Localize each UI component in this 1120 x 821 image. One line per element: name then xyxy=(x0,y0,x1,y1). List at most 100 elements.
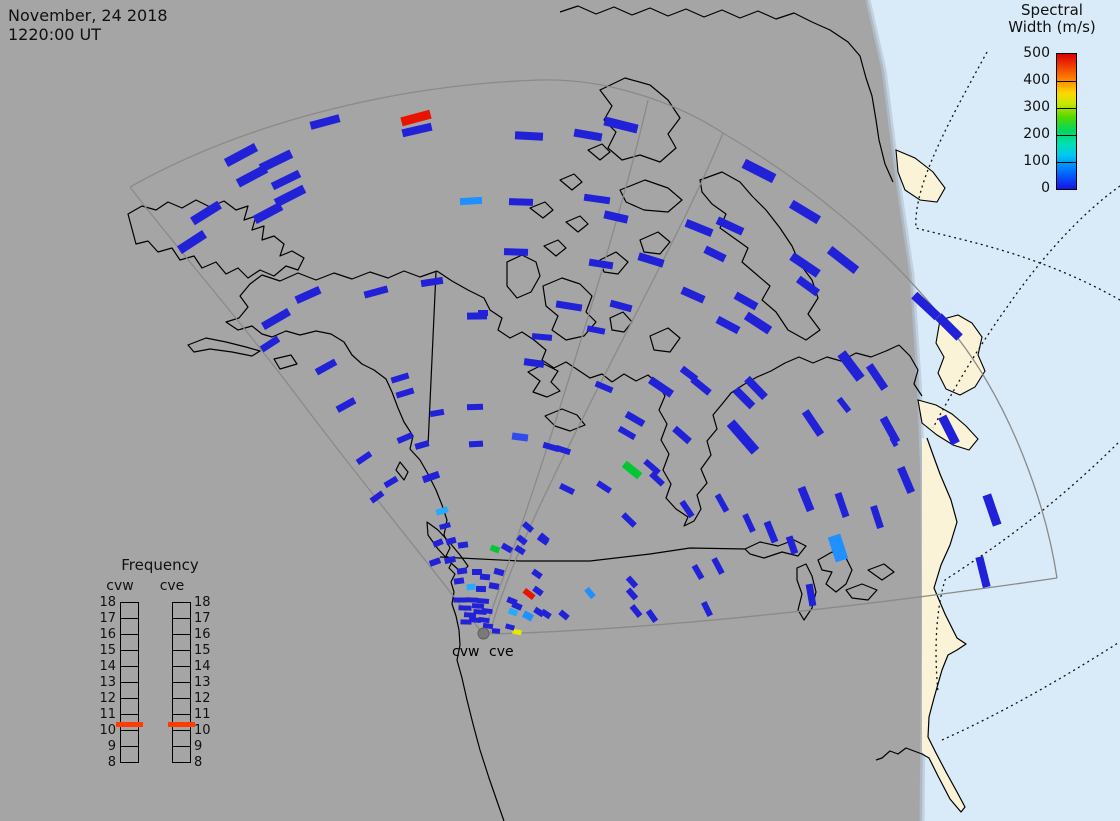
echo-dash xyxy=(420,276,444,288)
echo-dash xyxy=(691,564,705,580)
cve-fov-west-edge xyxy=(489,132,724,635)
frequency-tick-label: 18 xyxy=(99,595,116,610)
radar-echo-layer xyxy=(176,109,1002,636)
echo-dash xyxy=(540,608,552,620)
frequency-ladder-cell xyxy=(173,683,190,699)
echo-dash xyxy=(493,567,505,577)
frequency-ladder-cell xyxy=(173,667,190,683)
us-border xyxy=(439,547,746,562)
frequency-tick-label: 8 xyxy=(107,755,116,770)
frequency-tick-label: 12 xyxy=(194,691,211,706)
echo-dash xyxy=(703,245,727,263)
colorbar-separator xyxy=(1057,81,1076,82)
echo-dash xyxy=(982,493,1002,527)
echo-dash xyxy=(911,291,941,321)
spectral-width-colorbar xyxy=(1056,53,1077,190)
cvw-fov-east-edge xyxy=(482,99,649,635)
lake-superior xyxy=(744,539,807,559)
echo-dash xyxy=(889,436,899,448)
dayside-land xyxy=(895,149,986,812)
radar-fov-fans xyxy=(129,79,1058,635)
echo-dash xyxy=(586,325,606,335)
echo-dash xyxy=(583,193,611,205)
echo-dash xyxy=(531,568,543,580)
haida-gwaii xyxy=(395,461,409,481)
echo-dash xyxy=(390,372,410,384)
echo-dash xyxy=(475,585,487,593)
echo-dash xyxy=(938,414,960,446)
top-arctic-coast xyxy=(559,5,894,183)
echo-dash xyxy=(789,252,821,278)
echo-dash xyxy=(235,164,269,188)
arctic-coast xyxy=(436,270,613,383)
labrador-coast xyxy=(898,344,923,397)
echo-dash xyxy=(542,441,560,453)
echo-dash xyxy=(465,597,479,603)
greenland-tip xyxy=(895,149,946,203)
frequency-ladder-cell xyxy=(121,635,138,651)
echo-dash xyxy=(355,451,373,465)
small-island-c xyxy=(559,173,583,191)
echo-dash xyxy=(512,628,522,636)
echo-dash xyxy=(414,440,430,450)
echo-dash xyxy=(258,149,294,173)
colorbar-title: Spectral Width (m/s) xyxy=(992,2,1112,36)
alaska-border xyxy=(427,271,437,447)
echo-dash xyxy=(827,533,849,563)
frequency-tick-label: 12 xyxy=(99,691,116,706)
echo-dash xyxy=(836,396,852,414)
king-william-island xyxy=(609,311,633,333)
echo-dash xyxy=(432,538,444,548)
echo-dash xyxy=(508,198,534,206)
lake-ontario xyxy=(867,563,895,581)
frequency-column-cvw: cvw xyxy=(106,578,134,594)
echo-dash xyxy=(223,143,259,167)
echo-dash xyxy=(649,471,665,487)
somerset-island xyxy=(639,231,671,255)
frequency-ladder-cell xyxy=(121,619,138,635)
banks-island xyxy=(506,254,541,299)
chukotka-coast xyxy=(127,199,305,279)
radar-site-dot xyxy=(477,627,490,640)
echo-dash xyxy=(975,555,991,589)
small-island-a xyxy=(529,201,554,219)
fov-outer-arc xyxy=(129,79,1058,579)
echo-dash xyxy=(453,577,465,585)
echo-dash xyxy=(252,201,284,225)
devon-island xyxy=(619,179,683,213)
frequency-ladder-cell xyxy=(173,603,190,619)
date-text: November, 24 2018 xyxy=(8,6,168,25)
colorbar-separator xyxy=(1057,135,1076,136)
frequency-marker xyxy=(116,722,143,728)
echo-dash xyxy=(935,313,963,341)
echo-dash xyxy=(870,504,884,530)
echo-dash xyxy=(865,363,889,391)
frequency-tick-label: 9 xyxy=(107,739,116,754)
frequency-ladder-cell xyxy=(121,667,138,683)
west-coast xyxy=(225,270,505,821)
colorbar-separator xyxy=(1057,108,1076,109)
frequency-ladder-cell xyxy=(173,699,190,715)
frequency-tick-label: 16 xyxy=(194,627,211,642)
echo-dash xyxy=(531,333,553,341)
echo-dash xyxy=(573,128,603,142)
frequency-tick-label: 18 xyxy=(194,595,211,610)
colorbar-tick-label: 400 xyxy=(1023,72,1050,88)
echo-dash xyxy=(801,409,825,437)
echo-dash xyxy=(466,312,488,320)
eastern-seaboard xyxy=(922,438,966,812)
frequency-ladder-cell xyxy=(121,715,138,731)
echo-dash xyxy=(428,557,442,567)
echo-dash xyxy=(826,245,860,275)
echo-dash xyxy=(621,460,643,480)
frequency-ladder-cell xyxy=(173,731,190,747)
frequency-ladder-cvw xyxy=(120,602,139,763)
echo-dash xyxy=(401,122,433,138)
echo-dash xyxy=(680,286,706,304)
echo-dash xyxy=(795,275,821,297)
geomagnetic-grid xyxy=(915,51,1120,741)
frequency-tick-label: 8 xyxy=(194,755,203,770)
echo-dash xyxy=(834,492,850,518)
